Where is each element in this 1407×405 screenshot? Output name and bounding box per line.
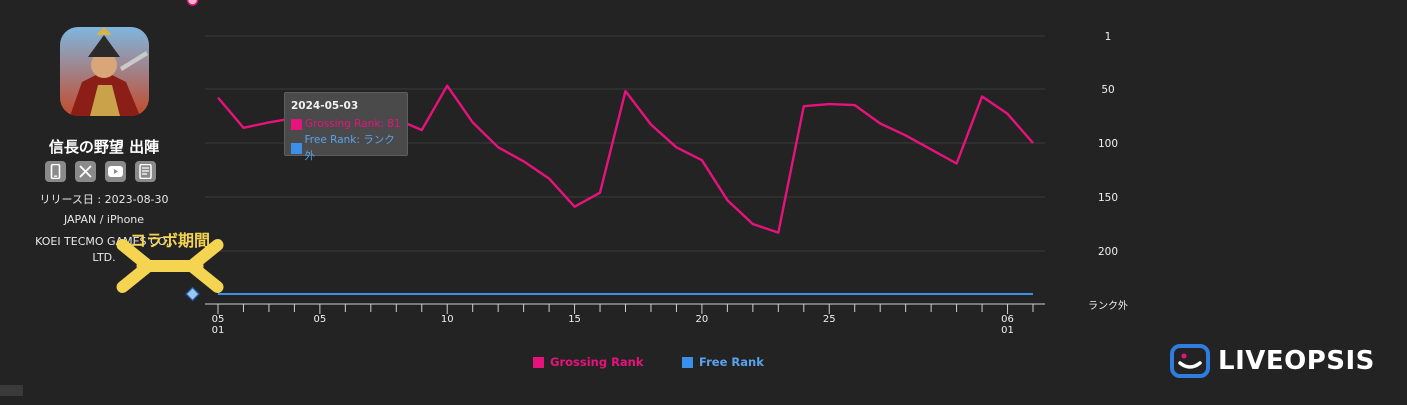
corner-tab[interactable] — [0, 385, 23, 396]
legend-grossing[interactable]: Grossing Rank — [533, 355, 644, 369]
app-icon[interactable] — [60, 27, 149, 116]
hover-markers — [185, 0, 200, 302]
grossing-hover-point[interactable] — [186, 0, 199, 6]
x-tick-label: 10 — [441, 314, 454, 325]
x-icon[interactable] — [75, 161, 96, 182]
legend-free[interactable]: Free Rank — [682, 355, 764, 369]
collab-annotation: コラボ期間 — [116, 231, 224, 293]
y-outside-label: ランク外 — [1088, 300, 1128, 312]
free-swatch-icon — [291, 142, 302, 154]
web-icon[interactable] — [135, 161, 156, 182]
x-tick-label: 01 — [212, 325, 225, 336]
y-tick-label: 50 — [1101, 84, 1114, 96]
y-tick-label: 150 — [1098, 192, 1118, 204]
iphone-icon[interactable] — [45, 161, 66, 182]
tooltip-date: 2024-05-03 — [291, 100, 359, 112]
y-tick-label: 200 — [1098, 246, 1118, 258]
publisher-line-1: KOEI TECMO GAMES CO., — [35, 235, 173, 248]
region-platform: JAPAN / iPhone — [63, 213, 145, 226]
free-hover-point[interactable] — [185, 286, 200, 302]
release-date: リリース日 : 2023-08-30 — [39, 193, 169, 206]
grossing-legend-icon — [533, 356, 544, 368]
x-tick-label: 05 — [212, 314, 225, 325]
collab-arrow-left-head — [185, 239, 224, 293]
brand-name: LIVEOPSIS — [1218, 346, 1375, 376]
tooltip-free: Free Rank: ランク外 — [304, 134, 395, 162]
x-tick-label: 15 — [568, 314, 581, 325]
chart-tooltip: 2024-05-03 Grossing Rank: 81 Free Rank: … — [284, 92, 408, 162]
free-legend-icon — [682, 356, 693, 368]
grossing-swatch-icon — [291, 118, 302, 130]
y-tick-label: 1 — [1105, 31, 1112, 43]
legend-free-label: Free Rank — [699, 355, 764, 369]
x-tick-label: 20 — [696, 314, 709, 325]
app-title: 信長の野望 出陣 — [48, 138, 160, 156]
legend-grossing-label: Grossing Rank — [550, 355, 644, 369]
x-tick-label: 25 — [823, 314, 836, 325]
x-tick-label: 01 — [1001, 325, 1014, 336]
collab-label: コラボ期間 — [130, 231, 210, 250]
brand-logo: LIVEOPSIS — [1170, 344, 1375, 378]
x-tick-label: 06 — [1001, 314, 1014, 325]
app-info-panel: 信長の野望 出陣 リリース日 : 2023-08-30 JAPAN / iPho… — [0, 0, 180, 405]
liveopsis-logo-icon — [1170, 344, 1210, 378]
x-tick-label: 05 — [314, 314, 327, 325]
y-tick-label: 100 — [1098, 138, 1118, 150]
app-links — [45, 161, 156, 182]
youtube-icon[interactable] — [105, 161, 126, 182]
collab-arrow-right-head — [116, 239, 155, 293]
tooltip-grossing: Grossing Rank: 81 — [305, 118, 401, 130]
publisher-line-2: LTD. — [92, 251, 116, 264]
